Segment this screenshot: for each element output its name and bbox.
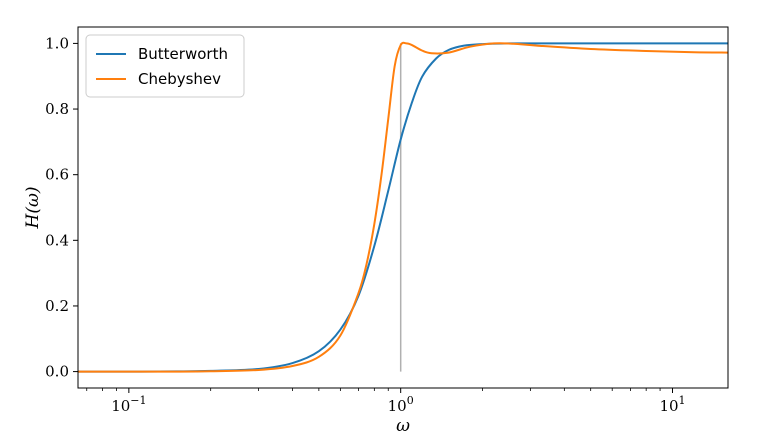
x-tick-label: 10−1	[111, 394, 146, 415]
y-axis-label: H(ω)	[23, 187, 43, 230]
legend-box	[85, 34, 245, 98]
axis-ticks: 0.0 0.2 0.4 0.6 0.8 1.0 10−1 100 101	[45, 26, 729, 415]
y-tick-label: 0.2	[45, 297, 69, 315]
x-tick-label: 101	[659, 394, 685, 415]
y-tick-label: 0.0	[45, 363, 69, 381]
legend: Butterworth Chebyshev	[85, 34, 245, 98]
plot-area	[77, 41, 729, 373]
y-tick-label: 0.8	[45, 100, 69, 118]
axes-frame	[77, 26, 729, 389]
y-tick-label: 0.6	[45, 166, 69, 184]
series-line-chebyshev	[77, 41, 729, 373]
x-axis-label: ω	[396, 416, 410, 436]
y-tick-label: 1.0	[45, 34, 69, 52]
legend-label: Butterworth	[138, 45, 228, 63]
y-tick-label: 0.4	[45, 231, 69, 249]
x-tick-label: 100	[388, 394, 414, 415]
legend-label: Chebyshev	[138, 70, 221, 88]
